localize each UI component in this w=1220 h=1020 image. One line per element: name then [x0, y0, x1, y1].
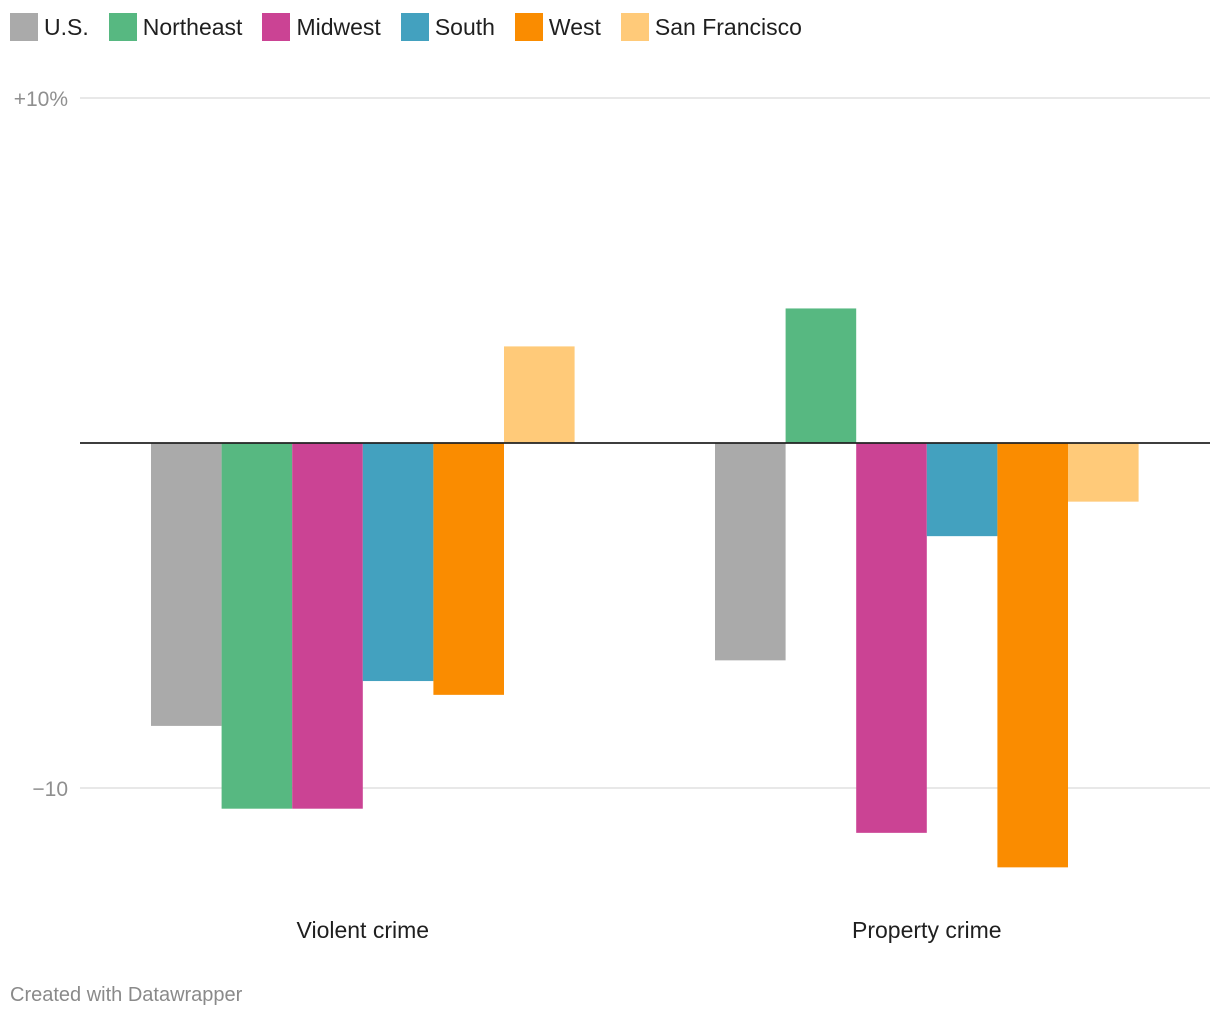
legend-label: West: [548, 13, 601, 40]
bar-west-violent: [433, 443, 504, 695]
bar-u-s-violent: [151, 443, 222, 726]
legend-swatch: [620, 13, 649, 41]
legend-item-west: West: [514, 13, 601, 41]
legend-item-northeast: Northeast: [108, 13, 243, 41]
legend-item-san-francisco: San Francisco: [620, 13, 802, 41]
bar-san-francisco-violent: [504, 346, 575, 443]
x-category-label: Violent crime: [297, 917, 430, 943]
bar-u-s-property: [715, 443, 786, 661]
bar-san-francisco-property: [1068, 443, 1139, 502]
legend-swatch: [10, 13, 38, 41]
legend-label: South: [434, 13, 495, 40]
legend-swatch: [262, 13, 291, 41]
legend-label: Northeast: [142, 13, 243, 40]
legend-swatch: [400, 13, 429, 41]
bar-northeast-property: [785, 308, 857, 443]
legend-label: Midwest: [296, 13, 381, 40]
legend-label: U.S.: [44, 13, 89, 40]
legend-swatch: [108, 13, 137, 41]
bar-midwest-property: [856, 443, 927, 833]
bar-west-property: [997, 443, 1068, 868]
y-tick-label: −10: [32, 778, 68, 801]
chart-legend: U.S. Northeast Midwest South West San Francis…: [10, 12, 822, 42]
bar-midwest-violent: [292, 443, 363, 809]
legend-label: San Francisco: [654, 13, 802, 40]
credit-footer: Created with Datawrapper: [10, 984, 243, 1006]
legend-item-south: South: [400, 13, 495, 41]
legend-item-u-s: U.S.: [10, 13, 89, 41]
legend-swatch: [514, 13, 543, 41]
x-category-label: Property crime: [852, 917, 1002, 943]
bar-south-property: [926, 443, 998, 537]
legend-item-midwest: Midwest: [262, 13, 381, 41]
bar-northeast-violent: [221, 443, 293, 809]
y-tick-label: +10%: [14, 88, 68, 111]
bar-south-violent: [362, 443, 434, 682]
